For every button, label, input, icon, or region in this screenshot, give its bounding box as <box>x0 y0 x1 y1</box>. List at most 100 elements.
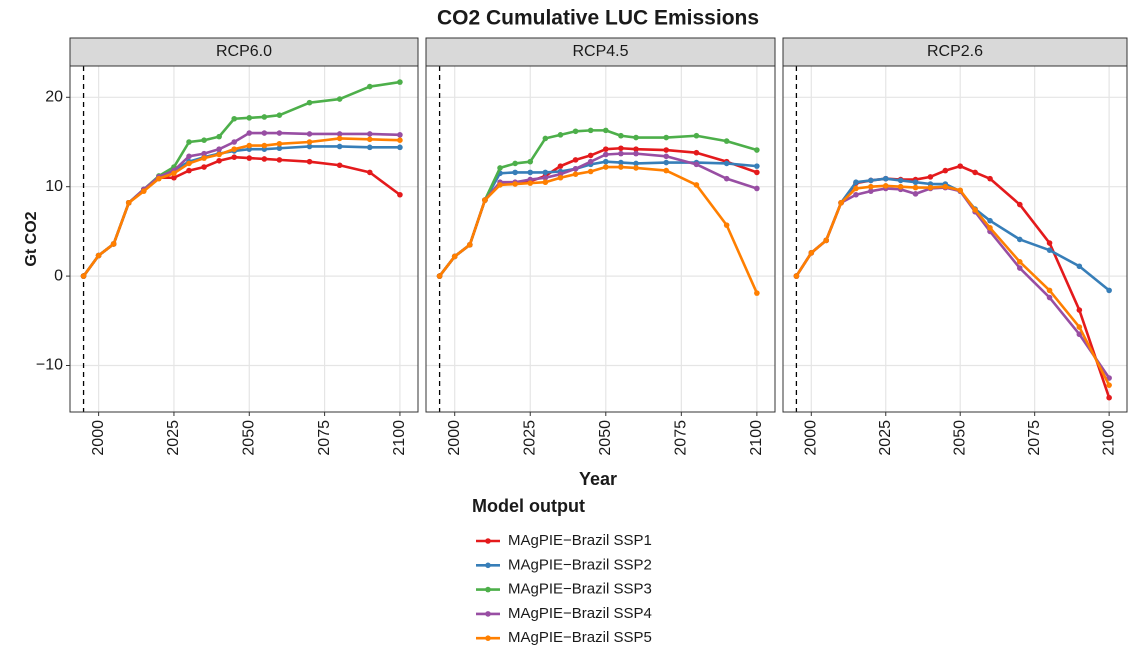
data-point <box>527 158 534 165</box>
x-tick-label: 2000 <box>446 420 463 456</box>
data-point <box>276 130 283 136</box>
data-point <box>366 169 373 176</box>
data-point <box>1106 394 1112 401</box>
x-tick-label: 2075 <box>316 420 333 456</box>
panel-background <box>70 66 418 412</box>
data-point <box>823 237 829 244</box>
data-point <box>231 139 238 145</box>
data-point <box>1046 287 1053 294</box>
data-point <box>882 183 889 189</box>
data-point <box>663 153 670 160</box>
data-point <box>542 174 549 181</box>
legend-swatch-point <box>485 538 491 544</box>
data-point <box>512 181 518 187</box>
data-point <box>231 115 238 122</box>
data-point <box>942 183 949 190</box>
data-point <box>723 138 730 144</box>
x-tick-label: 2000 <box>803 420 820 456</box>
data-point <box>1016 265 1023 271</box>
data-point <box>1046 247 1053 253</box>
legend-swatch-point <box>485 562 491 569</box>
data-point <box>186 160 192 167</box>
x-tick-label: 2050 <box>951 420 968 456</box>
x-tick-label: 2075 <box>1026 420 1043 456</box>
data-point <box>723 160 730 167</box>
data-point <box>171 174 177 181</box>
data-point <box>186 139 192 145</box>
panel-background <box>426 66 775 412</box>
data-point <box>1076 324 1083 330</box>
data-point <box>451 253 458 260</box>
data-point <box>201 155 207 161</box>
data-point <box>95 252 102 259</box>
x-tick-label: 2050 <box>597 420 614 456</box>
data-point <box>572 128 579 135</box>
data-point <box>587 158 594 165</box>
data-point <box>261 142 268 149</box>
data-point <box>723 175 730 182</box>
data-point <box>618 159 624 166</box>
data-point <box>1016 201 1023 208</box>
data-point <box>306 158 313 165</box>
data-point <box>663 134 670 141</box>
data-point <box>754 169 760 176</box>
data-point <box>397 132 403 138</box>
data-point <box>587 152 594 159</box>
data-point <box>216 146 222 152</box>
data-point <box>693 132 700 139</box>
data-point <box>1046 294 1053 301</box>
data-point <box>276 140 283 147</box>
data-point <box>572 166 579 172</box>
data-point <box>853 185 859 192</box>
data-point <box>201 150 207 157</box>
data-point <box>927 184 934 191</box>
data-point <box>972 207 978 213</box>
data-point <box>467 242 473 248</box>
data-point <box>602 164 609 170</box>
data-point <box>587 168 594 175</box>
data-point <box>897 183 904 190</box>
data-point <box>602 146 609 152</box>
data-point <box>972 169 978 176</box>
x-tick-label: 2100 <box>1100 420 1117 456</box>
data-point <box>957 163 964 169</box>
data-point <box>1016 258 1023 265</box>
data-point <box>754 147 760 153</box>
data-point <box>366 136 373 143</box>
data-point <box>261 114 268 120</box>
data-point <box>276 112 283 118</box>
data-point <box>201 164 207 170</box>
y-tick-label: 0 <box>54 267 63 284</box>
series-line: MAgPIE−Brazil SSP5 <box>82 137 400 277</box>
data-point <box>246 142 253 149</box>
data-point <box>912 179 919 186</box>
data-point <box>853 179 859 186</box>
facet-strip <box>425 37 776 67</box>
data-point <box>231 146 238 152</box>
legend-swatch-point <box>485 611 491 617</box>
data-point <box>306 99 313 106</box>
panel-border <box>425 65 776 413</box>
data-point <box>927 174 934 180</box>
data-point <box>663 147 670 153</box>
data-point <box>557 132 564 138</box>
data-point <box>853 191 859 198</box>
data-point <box>602 127 609 134</box>
data-point <box>231 154 238 160</box>
data-point <box>80 273 87 279</box>
x-tick-label: 2075 <box>673 420 690 456</box>
x-tick-label: 2100 <box>391 420 408 456</box>
data-point <box>542 169 549 176</box>
data-point <box>497 182 503 188</box>
series-line: MAgPIE−Brazil SSP5 <box>795 184 1111 386</box>
data-point <box>693 182 700 188</box>
panel-border <box>69 65 419 413</box>
data-point <box>366 144 373 151</box>
data-point <box>527 169 534 176</box>
data-point <box>602 158 609 165</box>
data-point <box>618 132 624 139</box>
panel-background <box>783 66 1127 412</box>
data-point <box>497 165 503 171</box>
data-point <box>246 130 253 136</box>
